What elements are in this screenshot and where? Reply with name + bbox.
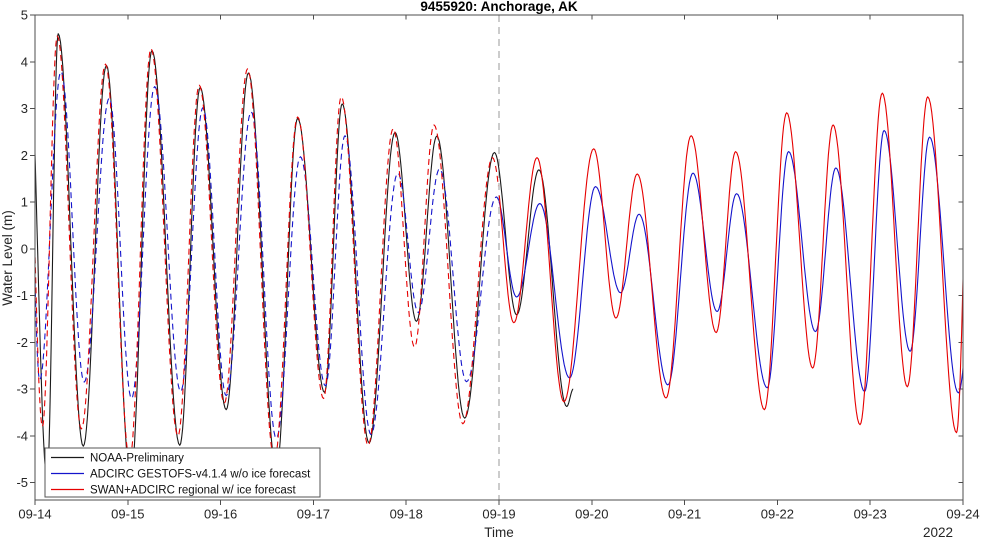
x-axis-ticks: 09-14 09-15 09-16 09-17 09-18 09-19 09-20 09-21… <box>18 15 980 522</box>
y-tick-label: 5 <box>21 8 28 23</box>
x-tick-label: 09-20 <box>575 507 608 522</box>
x-tick-label: 09-17 <box>297 507 330 522</box>
x-tick-label: 09-21 <box>668 507 701 522</box>
y-axis-ticks: -5 -4 -3 -2 -1 0 1 2 3 4 5 <box>16 8 963 490</box>
legend-label: SWAN+ADCIRC regional w/ ice forecast <box>90 485 296 497</box>
y-axis-label: Water Level (m) <box>0 210 15 306</box>
legend: NOAA-Preliminary ADCIRC GESTOFS-v4.1.4 w/… <box>44 447 321 498</box>
legend-box <box>44 447 321 498</box>
legend-label: ADCIRC GESTOFS-v4.1.4 w/o ice forecast <box>90 469 311 481</box>
plot-border <box>34 14 964 501</box>
x-tick-label: 09-19 <box>482 507 515 522</box>
x-tick-label: 09-16 <box>204 507 237 522</box>
y-tick-label: 2 <box>21 148 28 163</box>
y-tick-label: 4 <box>21 54 28 69</box>
chart-title: 9455920: Anchorage, AK <box>420 0 578 14</box>
y-tick-label: -1 <box>16 288 28 303</box>
x-tick-label: 09-18 <box>390 507 423 522</box>
y-tick-label: 3 <box>21 101 28 116</box>
series-line-swan-adcirc-regional-w-ice-forecast-hindcast <box>35 35 499 460</box>
y-tick-label: -5 <box>16 475 28 490</box>
y-tick-label: -3 <box>16 382 28 397</box>
series-line-adcirc-gestofs-v4-1-4-w-o-ice-forecast-hindcast <box>35 71 500 439</box>
x-tick-label: 09-22 <box>761 507 794 522</box>
x-tick-label: 09-24 <box>946 507 979 522</box>
y-tick-label: -4 <box>16 428 28 443</box>
x-tick-label: 09-23 <box>854 507 887 522</box>
series-line-swan-adcirc-regional-w-ice-forecast-forecast <box>498 92 963 434</box>
series-line-adcirc-gestofs-v4-1-4-w-o-ice-forecast-forecast <box>498 129 963 394</box>
legend-label: NOAA-Preliminary <box>90 453 184 465</box>
x-tick-label: 09-15 <box>111 507 144 522</box>
x-axis-label: Time <box>484 525 514 540</box>
y-tick-label: 1 <box>21 195 28 210</box>
series-lines <box>35 33 963 479</box>
y-tick-label: -2 <box>16 335 28 350</box>
year-label: 2022 <box>923 525 953 540</box>
x-tick-label: 09-14 <box>18 507 51 522</box>
y-tick-label: 0 <box>21 241 28 256</box>
